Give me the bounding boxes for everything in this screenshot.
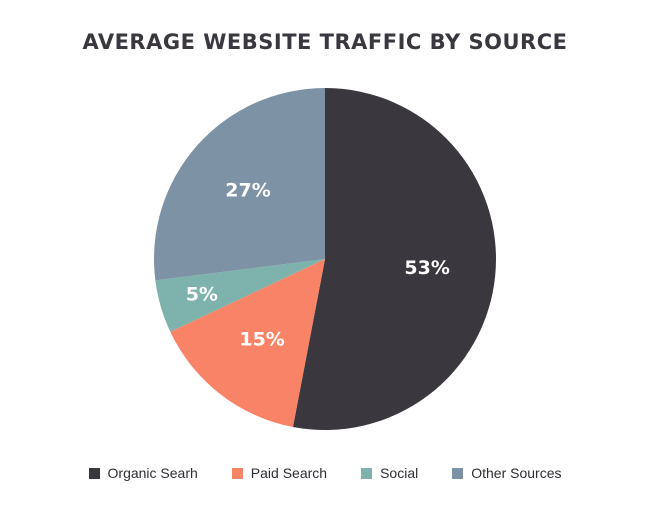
pie-value-labels: 53% 15% 5% 27% bbox=[186, 180, 450, 351]
pie-slice-paid-search bbox=[170, 259, 325, 427]
pie-slice-organic-searh bbox=[292, 88, 496, 430]
chart-title: AVERAGE WEBSITE TRAFFIC BY SOURCE bbox=[82, 30, 568, 54]
chart-legend: Organic Searh Paid Search Social Other Sour… bbox=[0, 465, 650, 481]
legend-item: Organic Searh bbox=[88, 465, 198, 481]
pie-slices bbox=[154, 88, 496, 430]
legend-swatch bbox=[361, 467, 373, 479]
slice-value-label: 15% bbox=[239, 329, 284, 351]
legend-swatch bbox=[231, 467, 243, 479]
legend-label: Other Sources bbox=[471, 465, 562, 481]
legend-item: Social bbox=[361, 465, 418, 481]
legend-label: Social bbox=[380, 465, 419, 481]
pie-slice-social bbox=[155, 259, 325, 332]
legend-item: Other Sources bbox=[452, 465, 561, 481]
slice-value-label: 53% bbox=[404, 257, 449, 279]
legend-swatch bbox=[452, 467, 464, 479]
legend-label: Organic Searh bbox=[107, 465, 198, 481]
legend-swatch bbox=[88, 467, 100, 479]
legend-item: Paid Search bbox=[231, 465, 328, 481]
pie-slice-other-sources bbox=[154, 88, 325, 281]
slice-value-label: 5% bbox=[186, 283, 218, 305]
slice-value-label: 27% bbox=[225, 180, 270, 202]
legend-label: Paid Search bbox=[250, 465, 328, 481]
